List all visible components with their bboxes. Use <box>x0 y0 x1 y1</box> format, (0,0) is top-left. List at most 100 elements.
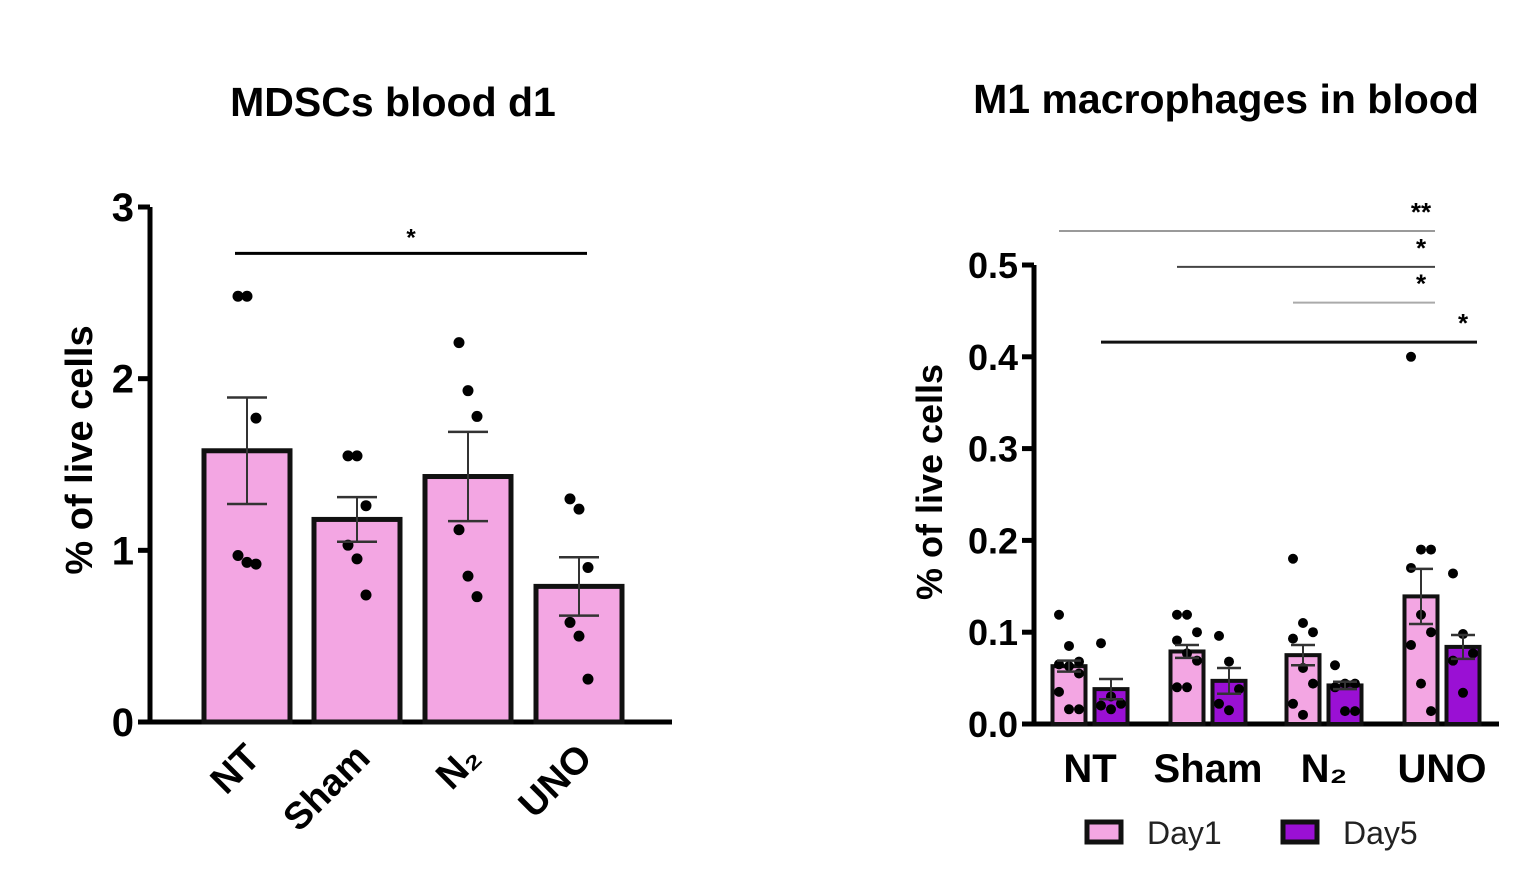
y-tick-label: 3 <box>112 186 134 230</box>
legend-label: Day5 <box>1343 815 1418 851</box>
y-tick-label: 0.4 <box>968 337 1018 378</box>
data-point <box>462 570 474 582</box>
y-tick-label: 0 <box>112 701 134 745</box>
data-point <box>564 493 576 505</box>
legend-item-day1: Day1 <box>1084 815 1222 851</box>
significance-label: ** <box>1411 197 1432 227</box>
x-tick-label: Sham <box>275 737 378 840</box>
significance-label: * <box>1416 269 1427 299</box>
data-point <box>1224 656 1234 667</box>
x-tick-label: UNO <box>1398 747 1487 791</box>
data-point <box>1096 638 1106 649</box>
x-tick-label: N₂ <box>428 737 489 798</box>
data-point <box>250 412 262 424</box>
data-point <box>582 673 594 685</box>
data-point <box>241 556 253 568</box>
data-point <box>573 630 585 642</box>
x-tick-label: Sham <box>1154 747 1263 791</box>
data-point <box>232 290 244 302</box>
legend-swatch <box>1084 819 1124 845</box>
data-point <box>1330 660 1340 671</box>
data-point <box>1416 544 1426 555</box>
x-tick-label: NT <box>203 737 269 803</box>
data-point <box>1406 640 1416 651</box>
data-point <box>360 500 372 512</box>
y-tick-label: 0.1 <box>968 612 1018 653</box>
m1-macrophage-chart: M1 macrophages in blood % of live cells … <box>909 76 1499 851</box>
data-point <box>1350 678 1360 689</box>
data-point <box>1426 627 1436 638</box>
data-point <box>471 410 483 422</box>
data-point <box>1172 635 1182 646</box>
data-point <box>1308 627 1318 638</box>
data-point <box>1416 678 1426 689</box>
data-point <box>1288 698 1298 709</box>
chart-title: M1 macrophages in blood <box>973 76 1479 122</box>
data-point <box>1288 553 1298 564</box>
mdsc-chart: MDSCs blood d1 % of live cells 0 1 2 3 NT Sha… <box>59 79 672 840</box>
y-tick-label: 0.2 <box>968 520 1018 561</box>
data-point <box>232 549 244 561</box>
data-point <box>1116 698 1126 709</box>
data-point <box>582 562 594 573</box>
data-point <box>1064 704 1074 715</box>
data-point <box>1172 609 1182 620</box>
data-point <box>1458 687 1468 698</box>
data-point <box>1234 684 1244 695</box>
data-point <box>1308 678 1318 689</box>
data-point <box>1074 704 1084 715</box>
data-point <box>1182 682 1192 693</box>
y-tick-label: 0.3 <box>968 429 1018 470</box>
data-point <box>1340 706 1350 717</box>
data-point <box>241 290 253 302</box>
data-point <box>1468 648 1478 659</box>
data-point <box>342 450 354 462</box>
y-axis-label: % of live cells <box>909 364 950 600</box>
data-point <box>1106 704 1116 715</box>
data-point <box>1054 609 1064 620</box>
data-point <box>1426 706 1436 717</box>
y-tick-label: 0.5 <box>968 245 1018 286</box>
significance-label: * <box>1416 233 1427 263</box>
data-point <box>564 616 576 628</box>
data-point <box>1064 640 1074 651</box>
data-point <box>453 524 465 536</box>
legend-swatch <box>1280 819 1320 845</box>
data-point <box>1406 351 1416 362</box>
data-point <box>360 589 372 601</box>
data-point <box>1448 655 1458 666</box>
data-point <box>1448 568 1458 579</box>
data-point <box>1426 544 1436 555</box>
significance-label: * <box>406 224 416 251</box>
y-tick-label: 1 <box>112 529 134 573</box>
data-point <box>1298 618 1308 629</box>
data-point <box>1298 709 1308 720</box>
data-point <box>462 385 474 397</box>
data-point <box>1214 698 1224 709</box>
x-tick-label: N₂ <box>1301 747 1348 791</box>
legend-label: Day1 <box>1147 815 1222 851</box>
data-point <box>351 450 363 462</box>
data-point <box>1330 682 1340 693</box>
data-point <box>453 337 465 349</box>
bar <box>311 516 403 725</box>
legend-item-day5: Day5 <box>1280 815 1418 851</box>
data-point <box>471 591 483 603</box>
x-tick-label: NT <box>1063 747 1116 791</box>
data-point <box>1214 630 1224 641</box>
y-axis-label: % of live cells <box>59 325 101 574</box>
data-point <box>1224 705 1234 716</box>
data-point <box>1054 686 1064 697</box>
data-point <box>351 553 363 565</box>
data-point <box>250 558 262 570</box>
data-point <box>1096 700 1106 711</box>
chart-title: MDSCs blood d1 <box>230 79 556 125</box>
data-point <box>1182 609 1192 620</box>
data-point <box>1192 627 1202 638</box>
y-tick-label: 2 <box>112 358 134 402</box>
y-tick-label: 0.0 <box>968 704 1018 745</box>
significance-label: * <box>1458 308 1469 338</box>
data-point <box>573 503 585 515</box>
data-point <box>1074 668 1084 679</box>
